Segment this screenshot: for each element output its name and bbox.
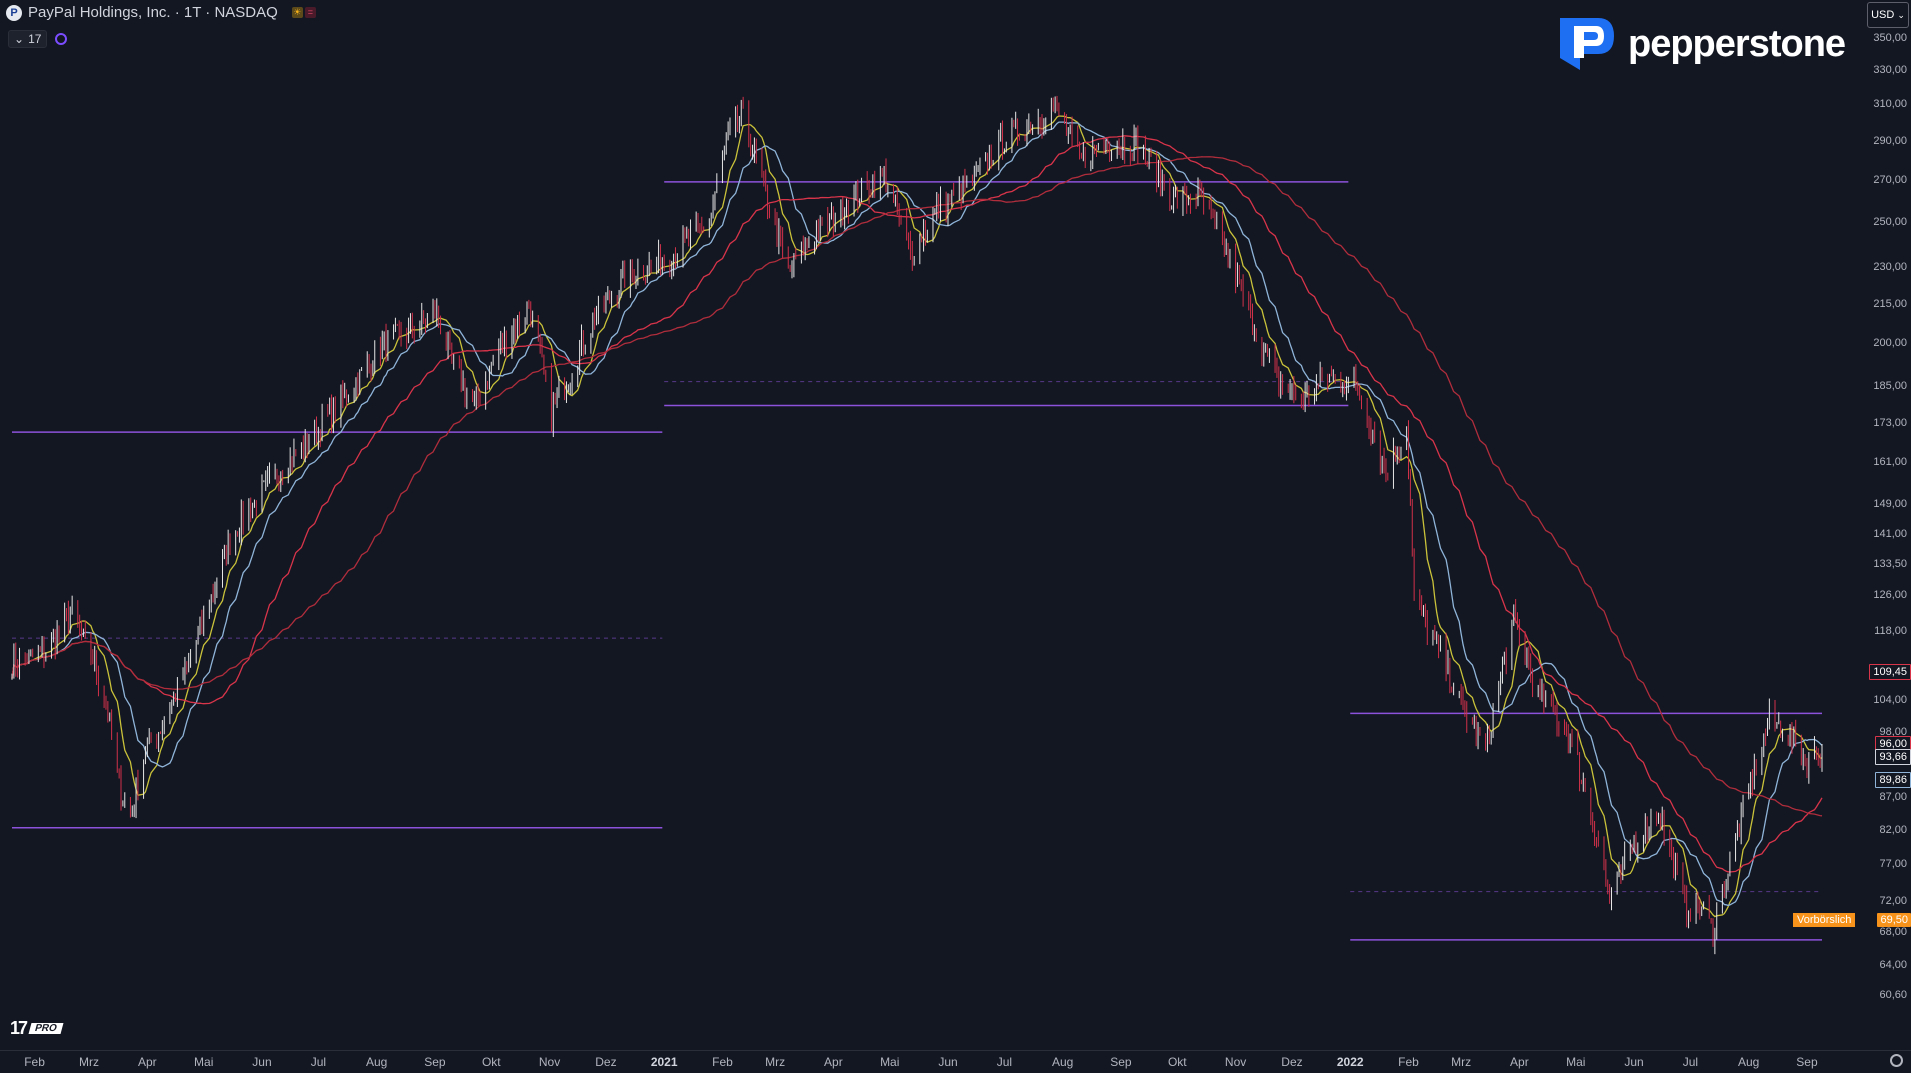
y-tick-label: 82,00	[1879, 823, 1907, 836]
x-tick-label: Jul	[996, 1055, 1013, 1069]
pro-badge: PRO	[28, 1023, 64, 1034]
x-tick-label: Apr	[137, 1055, 157, 1069]
x-tick-label: Nov	[1224, 1055, 1247, 1069]
sun-icon: ☀	[291, 7, 303, 18]
x-tick-label: Mrz	[765, 1055, 786, 1069]
y-tick-label: 60,60	[1879, 988, 1907, 1001]
y-tick-label: 270,00	[1873, 173, 1907, 186]
y-tick-label: 215,00	[1873, 298, 1907, 311]
y-tick-label: 173,00	[1873, 416, 1907, 429]
price-label: 109,45	[1869, 664, 1911, 681]
x-tick-label: Okt	[481, 1055, 501, 1069]
y-tick-label: 98,00	[1879, 726, 1907, 739]
data-loading-icon[interactable]	[55, 33, 68, 45]
x-tick-label: Mrz	[79, 1055, 100, 1069]
price-axis[interactable]: 350,00 330,00 310,00 290,00 270,00 250,00 230,…	[1862, 0, 1911, 1050]
x-tick-label: Feb	[24, 1055, 45, 1069]
x-tick-label: 2022	[1336, 1055, 1364, 1069]
x-tick-label: Feb	[1398, 1055, 1419, 1069]
x-tick-label: Feb	[712, 1055, 733, 1069]
y-tick-label: 161,00	[1873, 455, 1907, 468]
y-tick-label: 104,00	[1873, 694, 1907, 707]
indicator-count: 17	[28, 32, 42, 46]
y-tick-label: 149,00	[1873, 498, 1907, 510]
equals-icon: =	[304, 7, 316, 18]
y-tick-label: 118,00	[1874, 625, 1907, 638]
x-tick-label: Sep	[424, 1055, 446, 1069]
y-tick-label: 330,00	[1873, 64, 1907, 77]
pepperstone-logo-icon	[1560, 18, 1614, 70]
symbol-logo-icon: P	[6, 4, 22, 21]
moving-average-10	[11, 115, 1823, 918]
x-tick-label: Aug	[1738, 1055, 1760, 1069]
y-tick-label: 310,00	[1873, 98, 1907, 111]
x-tick-label: Mrz	[1451, 1055, 1472, 1069]
tradingview-watermark[interactable]: 17 PRO	[10, 1018, 64, 1039]
x-tick-label: Sep	[1110, 1055, 1132, 1069]
price-label: 96,00	[1875, 735, 1911, 752]
session-badges[interactable]: ☀ =	[291, 7, 316, 18]
y-tick-label: 290,00	[1873, 134, 1907, 147]
price-label: 93,66	[1875, 749, 1911, 766]
x-tick-label: Apr	[1510, 1055, 1529, 1069]
x-tick-label: Apr	[824, 1055, 843, 1069]
currency-label: USD	[1871, 9, 1895, 21]
x-tick-label: 2021	[650, 1055, 678, 1069]
x-tick-label: Sep	[1796, 1055, 1818, 1069]
chevron-down-icon: ⌄	[14, 32, 25, 46]
x-tick-label: Jun	[252, 1055, 272, 1069]
gear-icon[interactable]	[1890, 1054, 1903, 1067]
y-tick-label: 250,00	[1873, 215, 1907, 228]
chevron-down-icon: ⌄	[1897, 9, 1905, 20]
indicators-toggle[interactable]: ⌄ 17	[8, 30, 48, 48]
brand-logo: pepperstone	[1554, 14, 1846, 74]
y-tick-label: 185,00	[1873, 379, 1907, 392]
tradingview-logo-icon: 17	[10, 1018, 28, 1038]
x-tick-label: Nov	[538, 1055, 561, 1069]
moving-average-50	[11, 135, 1823, 873]
x-tick-label: Okt	[1167, 1055, 1187, 1069]
y-tick-label: 72,00	[1879, 894, 1907, 907]
y-tick-label: 126,00	[1873, 589, 1907, 602]
x-tick-label: Mai	[880, 1055, 900, 1069]
x-tick-label: Jul	[310, 1055, 327, 1069]
y-tick-label: 230,00	[1873, 261, 1907, 274]
time-axis[interactable]: Feb Mrz Apr Mai Jun Jul Aug Sep Okt Nov Dez 2021 Feb…	[0, 1050, 1911, 1073]
x-tick-label: Mai	[1566, 1055, 1586, 1069]
last-price-label: 69,50	[1877, 912, 1911, 927]
x-tick-label: Dez	[1281, 1055, 1303, 1069]
symbol-header: P PayPal Holdings, Inc. · 1T · NASDAQ ☀ …	[6, 4, 316, 21]
y-tick-label: 350,00	[1873, 32, 1907, 45]
x-tick-label: Jun	[938, 1055, 958, 1069]
premarket-tag: Vorbörslich	[1793, 912, 1856, 927]
x-tick-label: Jul	[1682, 1055, 1699, 1069]
x-tick-label: Aug	[365, 1055, 388, 1069]
x-tick-label: Mai	[194, 1055, 214, 1069]
x-tick-label: Jun	[1624, 1055, 1644, 1069]
x-tick-label: Dez	[595, 1055, 617, 1069]
y-tick-label: 87,00	[1879, 791, 1907, 804]
moving-average-100	[11, 156, 1823, 817]
indicator-row: ⌄ 17	[8, 30, 68, 48]
moving-average-20	[11, 121, 1823, 907]
y-tick-label: 133,50	[1873, 557, 1907, 570]
brand-name: pepperstone	[1628, 22, 1846, 65]
y-tick-label: 200,00	[1873, 337, 1907, 350]
y-tick-label: 77,00	[1879, 857, 1907, 870]
symbol-title[interactable]: PayPal Holdings, Inc. · 1T · NASDAQ	[28, 4, 278, 21]
y-tick-label: 68,00	[1879, 925, 1907, 938]
x-tick-label: Aug	[1051, 1055, 1074, 1069]
currency-selector[interactable]: USD ⌄	[1867, 2, 1909, 28]
y-tick-label: 141,00	[1873, 528, 1907, 541]
price-chart[interactable]	[0, 0, 1862, 1050]
price-label: 89,86	[1875, 771, 1911, 788]
y-tick-label: 64,00	[1879, 958, 1907, 971]
